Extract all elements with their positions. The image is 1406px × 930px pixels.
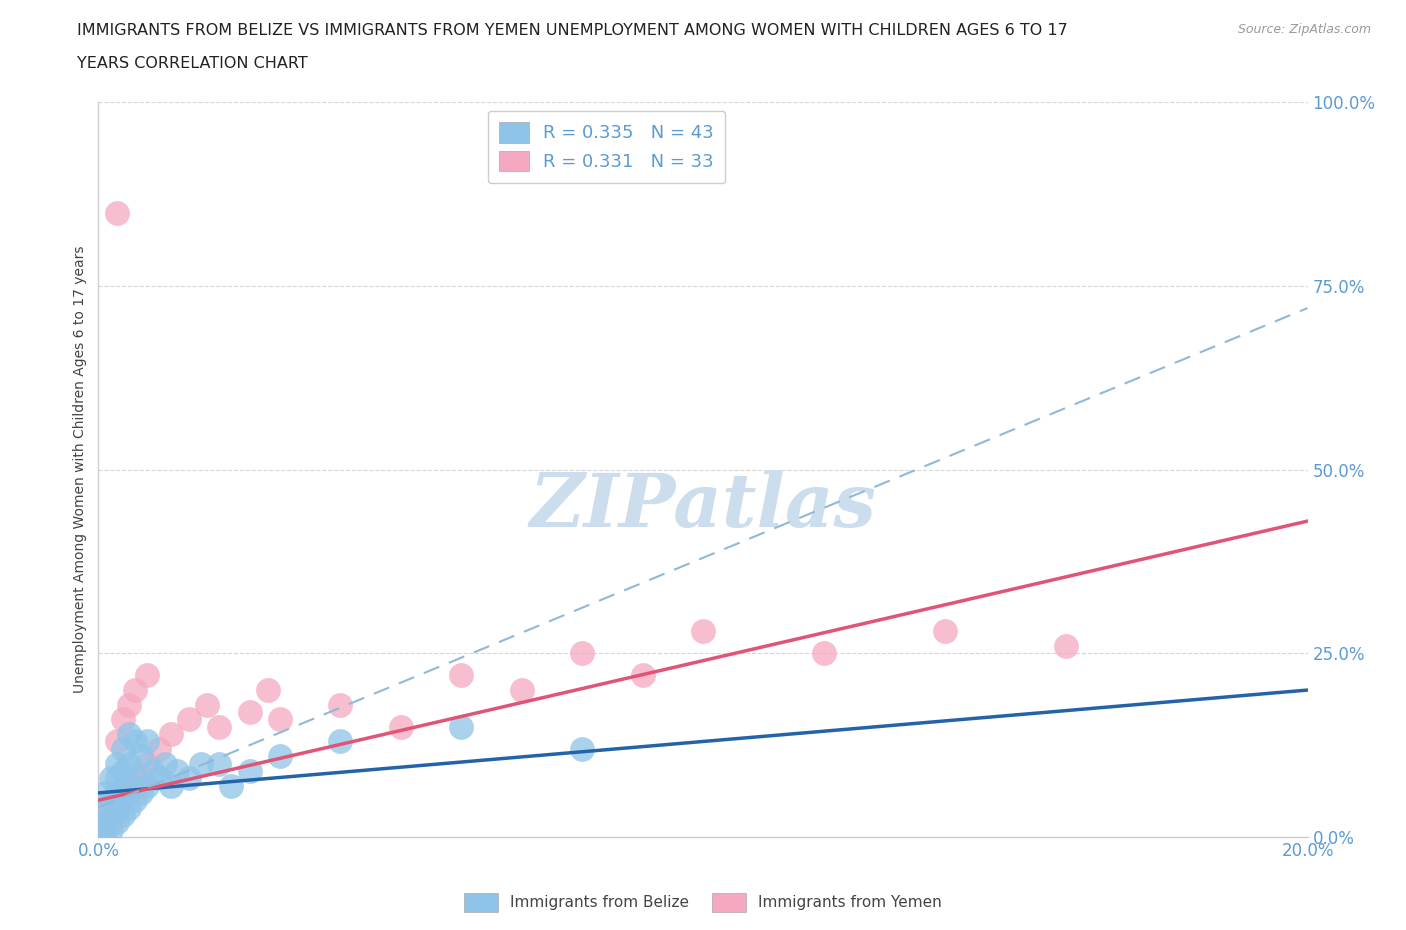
Text: YEARS CORRELATION CHART: YEARS CORRELATION CHART [77,56,308,71]
Point [93,815,115,830]
Point [118,726,141,741]
Point [148,741,170,756]
Text: ZIPatlas: ZIPatlas [530,471,876,542]
Point [813,646,835,661]
Point [111,786,134,801]
Point [510,683,533,698]
Point [179,771,201,786]
Point [142,764,165,778]
Point [269,712,291,727]
Point [100,815,122,830]
Point [93,822,115,837]
Point [93,807,115,822]
Point [118,786,141,801]
Point [129,771,152,786]
Point [93,800,115,815]
Point [118,778,141,793]
Point [631,668,654,683]
Point [124,734,146,749]
Point [135,756,157,771]
Point [195,698,218,712]
Point [111,792,134,807]
Point [329,734,352,749]
Point [239,764,262,778]
Y-axis label: Unemployment Among Women with Children Ages 6 to 17 years: Unemployment Among Women with Children A… [73,246,87,694]
Text: Source: ZipAtlas.com: Source: ZipAtlas.com [1237,23,1371,36]
Point [118,800,141,815]
Point [129,786,152,801]
Point [208,756,231,771]
Point [124,778,146,793]
Point [105,771,128,786]
Point [160,778,183,793]
Legend: Immigrants from Belize, Immigrants from Yemen: Immigrants from Belize, Immigrants from … [458,887,948,918]
Point [105,206,128,220]
Point [190,756,212,771]
Point [256,683,278,698]
Point [100,807,122,822]
Point [239,705,262,720]
Legend: R = 0.335   N = 43, R = 0.331   N = 33: R = 0.335 N = 43, R = 0.331 N = 33 [488,111,725,183]
Point [100,822,122,837]
Point [105,786,128,801]
Point [105,734,128,749]
Point [389,720,412,735]
Point [571,741,593,756]
Point [105,815,128,830]
Point [692,624,714,639]
Point [135,734,157,749]
Point [450,668,472,683]
Point [105,756,128,771]
Point [111,764,134,778]
Point [129,749,152,764]
Point [160,726,183,741]
Point [450,720,472,735]
Point [153,756,176,771]
Point [100,771,122,786]
Point [269,749,291,764]
Point [93,830,115,844]
Point [208,720,231,735]
Point [329,698,352,712]
Point [124,792,146,807]
Point [934,624,956,639]
Point [1054,639,1077,654]
Point [118,756,141,771]
Point [100,792,122,807]
Point [166,764,188,778]
Point [93,786,115,801]
Text: IMMIGRANTS FROM BELIZE VS IMMIGRANTS FROM YEMEN UNEMPLOYMENT AMONG WOMEN WITH CH: IMMIGRANTS FROM BELIZE VS IMMIGRANTS FRO… [77,23,1069,38]
Point [105,800,128,815]
Point [118,698,141,712]
Point [111,807,134,822]
Point [111,712,134,727]
Point [111,741,134,756]
Point [105,800,128,815]
Point [124,771,146,786]
Point [221,778,243,793]
Point [93,830,115,844]
Point [135,778,157,793]
Point [135,668,157,683]
Point [571,646,593,661]
Point [179,712,201,727]
Point [148,771,170,786]
Point [124,683,146,698]
